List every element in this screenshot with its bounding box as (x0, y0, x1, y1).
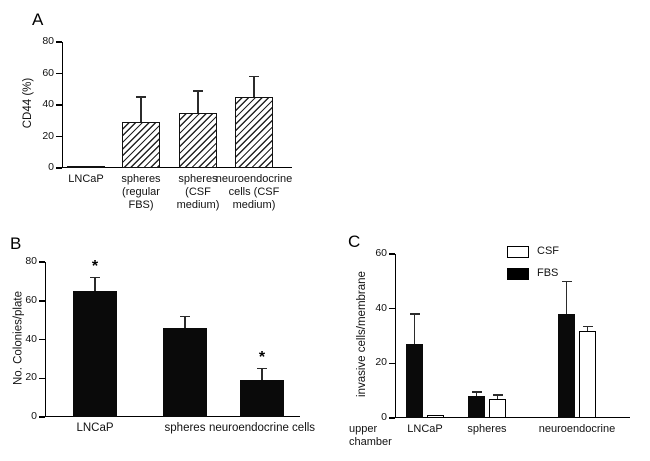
error-bar-cap (257, 367, 267, 370)
bar-lncap (67, 166, 105, 169)
bar-spheres (163, 327, 207, 417)
y-tick-label: 40 (375, 301, 387, 314)
y-tick-label: 0 (31, 410, 37, 422)
error-bar (586, 326, 589, 331)
bar-neuroendocrine-csf (579, 330, 596, 418)
legend-label-csf: CSF (537, 245, 559, 257)
bar-lncap (73, 291, 117, 417)
y-tick (39, 416, 45, 418)
y-tick-label: 0 (381, 411, 387, 423)
y-tick-label: 0 (48, 161, 54, 173)
error-bar-cap (582, 325, 593, 328)
error-bar (413, 314, 416, 345)
error-bar-cap (409, 313, 420, 315)
panel-b: B No. Colonies/plate 0 20 40 60 80 * LNCaP spher… (8, 230, 338, 458)
panel-c-label: C (348, 232, 361, 251)
bar-neuroendocrine-fbs (558, 314, 575, 418)
legend-swatch-fbs (507, 268, 529, 280)
y-tick (39, 300, 45, 302)
x-category-label: spheres (CSF medium) (176, 173, 220, 211)
x-category-label: spheres (regular FBS) (121, 173, 161, 211)
legend-label-fbs: FBS (537, 267, 559, 279)
panel-c-chart: invasive cells/membrane 0 20 40 60 LNCaP spher… (345, 228, 647, 461)
y-tick (56, 104, 62, 106)
y-tick-label: 20 (375, 356, 387, 369)
x-axis-corner-label: upper chamber (349, 423, 392, 449)
y-tick (389, 307, 395, 310)
panel-a: A CD44 (%) 0 20 40 60 80 LNCaP spheres (regular… (20, 8, 340, 228)
y-tick (39, 377, 45, 379)
y-tick-label: 60 (25, 293, 37, 306)
error-bar (496, 394, 499, 399)
significance-asterisk: * (258, 348, 266, 366)
y-tick (56, 72, 62, 75)
error-bar (475, 392, 478, 397)
x-category-label: neuroendocrine cells (CSF medium) (215, 173, 293, 211)
error-bar (140, 97, 142, 123)
bar-spheres-csf-medium (179, 112, 217, 168)
x-category-label: LNCaP (68, 173, 104, 185)
bar-neuroendocrine-cells (240, 380, 284, 417)
error-bar (565, 281, 568, 315)
y-tick (39, 338, 45, 341)
panel-b-chart: No. Colonies/plate 0 20 40 60 80 * LNCaP spheres… (8, 230, 338, 458)
y-tick-label: 60 (42, 66, 54, 79)
error-bar (253, 76, 255, 98)
x-category-label: neuroendocrine cells (208, 422, 316, 434)
x-category-label: spheres (164, 422, 206, 434)
error-bar-cap (249, 75, 259, 78)
y-tick-label: 80 (42, 35, 54, 47)
error-bar-cap (492, 394, 503, 396)
y-tick-label: 40 (25, 332, 37, 345)
y-tick (389, 253, 395, 255)
error-bar (197, 90, 199, 113)
y-tick-label: 20 (25, 371, 37, 384)
bar-spheres-regular-fbs (122, 122, 160, 168)
y-tick (56, 41, 62, 43)
y-tick (389, 417, 395, 419)
error-bar-cap (136, 96, 146, 98)
plot-area (395, 254, 630, 418)
significance-asterisk: * (91, 257, 99, 275)
panel-a-chart: CD44 (%) 0 20 40 60 80 LNCaP spheres (regular F… (20, 8, 340, 228)
error-bar (184, 316, 186, 328)
bar-lncap-fbs (406, 344, 423, 418)
x-category-label: LNCaP (407, 423, 443, 435)
x-category-label: neuroendocrine (538, 423, 616, 435)
bar-spheres-csf (489, 398, 506, 418)
y-axis-label: invasive cells/membrane (356, 271, 368, 397)
error-bar (261, 368, 263, 381)
error-bar-cap (90, 276, 100, 279)
y-tick-label: 80 (25, 255, 37, 267)
y-tick-label: 20 (42, 129, 54, 142)
y-tick-label: 60 (375, 247, 387, 259)
error-bar-cap (471, 391, 482, 393)
y-tick (56, 167, 62, 169)
error-bar-cap (193, 90, 203, 92)
x-category-label: spheres (467, 423, 507, 435)
panel-c: C invasive cells/membrane 0 20 40 60 LNCaP sph… (345, 228, 647, 461)
panel-a-label: A (32, 10, 44, 29)
y-tick (56, 135, 62, 138)
y-tick (389, 362, 395, 365)
panel-b-label: B (10, 234, 22, 253)
bar-spheres-fbs (468, 396, 485, 418)
y-tick-label: 40 (42, 98, 54, 110)
error-bar (94, 277, 96, 292)
legend-swatch-csf (507, 246, 529, 258)
x-category-label: LNCaP (76, 422, 114, 434)
error-bar-cap (180, 315, 190, 317)
bar-neuroendocrine-cells-csf-medium (235, 97, 273, 168)
error-bar-cap (561, 280, 572, 283)
y-tick (39, 261, 45, 263)
bar-lncap-csf (427, 415, 444, 418)
plot-area (62, 42, 292, 168)
